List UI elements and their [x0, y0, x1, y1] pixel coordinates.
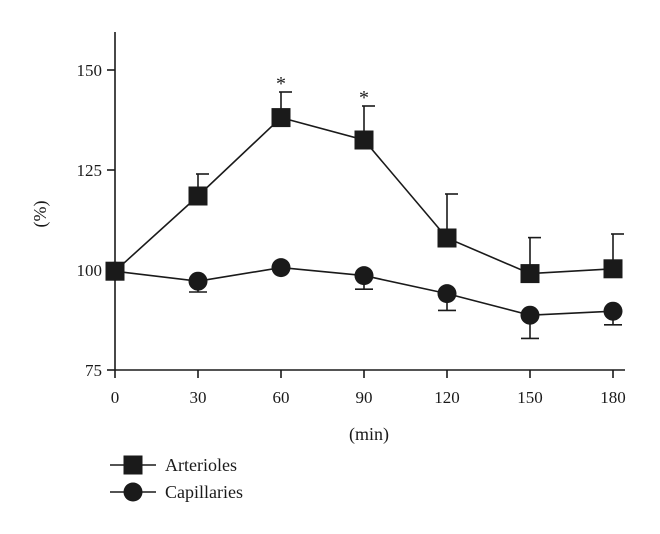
annotations: ** — [276, 73, 369, 109]
data-point-circle — [520, 305, 540, 325]
y-tick-label: 75 — [85, 361, 102, 380]
data-point-square — [105, 261, 125, 281]
legend-label: Arterioles — [165, 455, 237, 475]
data-point-square — [437, 228, 457, 248]
data-point-square — [188, 186, 208, 206]
data-point-circle — [437, 284, 457, 304]
y-tick-label: 100 — [77, 261, 103, 280]
series-arterioles — [105, 91, 624, 284]
legend-marker-circle — [123, 482, 143, 502]
data-point-square — [520, 264, 540, 284]
legend-label: Capillaries — [165, 482, 243, 502]
x-tick-label: 0 — [111, 388, 120, 407]
x-axis-title: (min) — [349, 424, 389, 445]
significance-marker: * — [276, 73, 286, 95]
data-point-square — [603, 259, 623, 279]
x-tick-label: 150 — [517, 388, 543, 407]
data-point-square — [354, 130, 374, 150]
x-tick-label: 180 — [600, 388, 626, 407]
data-point-circle — [271, 258, 291, 278]
x-tick-label: 30 — [190, 388, 207, 407]
y-tick-label: 150 — [77, 61, 103, 80]
data-point-square — [271, 108, 291, 128]
legend: Arterioles Capillaries — [110, 455, 243, 502]
x-tick-label: 120 — [434, 388, 460, 407]
significance-marker: * — [359, 87, 369, 109]
axes: 75 100 125 150 0 30 60 90 120 150 180 (min) (%) — [30, 32, 626, 445]
series-capillaries — [105, 258, 623, 340]
y-axis-title: (%) — [30, 201, 51, 228]
series-layer — [105, 91, 624, 340]
x-tick-label: 60 — [273, 388, 290, 407]
legend-marker-square — [123, 455, 143, 475]
data-point-circle — [188, 271, 208, 291]
data-point-circle — [603, 301, 623, 321]
y-tick-label: 125 — [77, 161, 103, 180]
x-tick-label: 90 — [356, 388, 373, 407]
data-point-circle — [354, 266, 374, 286]
